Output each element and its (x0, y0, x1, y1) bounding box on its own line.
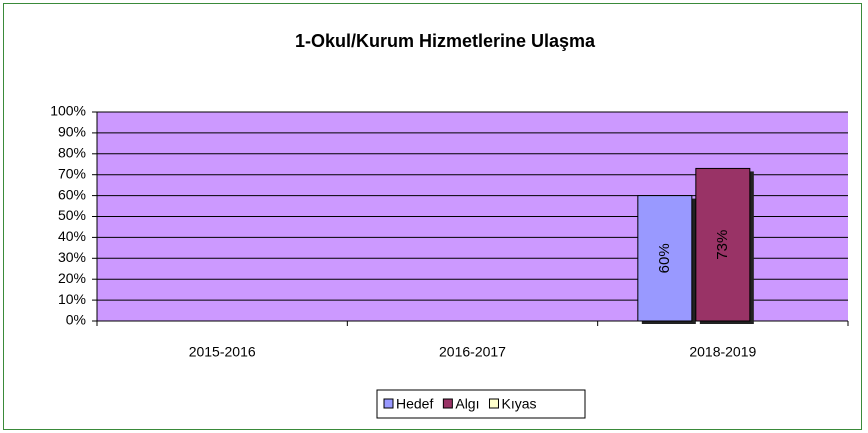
legend-box (376, 389, 586, 419)
x-tick-label: 2018-2019 (689, 344, 756, 360)
x-tick-label: 2016-2017 (439, 344, 506, 360)
legend-swatch (383, 398, 394, 409)
legend-swatch (488, 398, 499, 409)
data-label: 73% (714, 230, 731, 260)
legend-label: Algı (455, 396, 479, 412)
y-tick-label: 60% (58, 186, 86, 202)
y-tick-label: 80% (58, 145, 86, 161)
x-tick-label: 2015-2016 (189, 344, 256, 360)
y-tick-label: 70% (58, 165, 86, 181)
y-tick-label: 50% (58, 207, 86, 223)
legend-label: Hedef (396, 396, 433, 412)
chart-title: 1-Okul/Kurum Hizmetlerine Ulaşma (295, 31, 596, 51)
legend-swatch (442, 398, 453, 409)
y-tick-label: 20% (58, 270, 86, 286)
y-tick-label: 30% (58, 249, 86, 265)
y-tick-label: 0% (66, 312, 86, 328)
y-tick-label: 40% (58, 228, 86, 244)
y-tick-label: 10% (58, 291, 86, 307)
data-label: 60% (656, 243, 673, 273)
y-tick-label: 90% (58, 124, 86, 140)
legend-label: Kıyas (501, 396, 536, 412)
y-tick-label: 100% (50, 103, 86, 119)
bar (695, 167, 751, 322)
bar (637, 195, 693, 322)
